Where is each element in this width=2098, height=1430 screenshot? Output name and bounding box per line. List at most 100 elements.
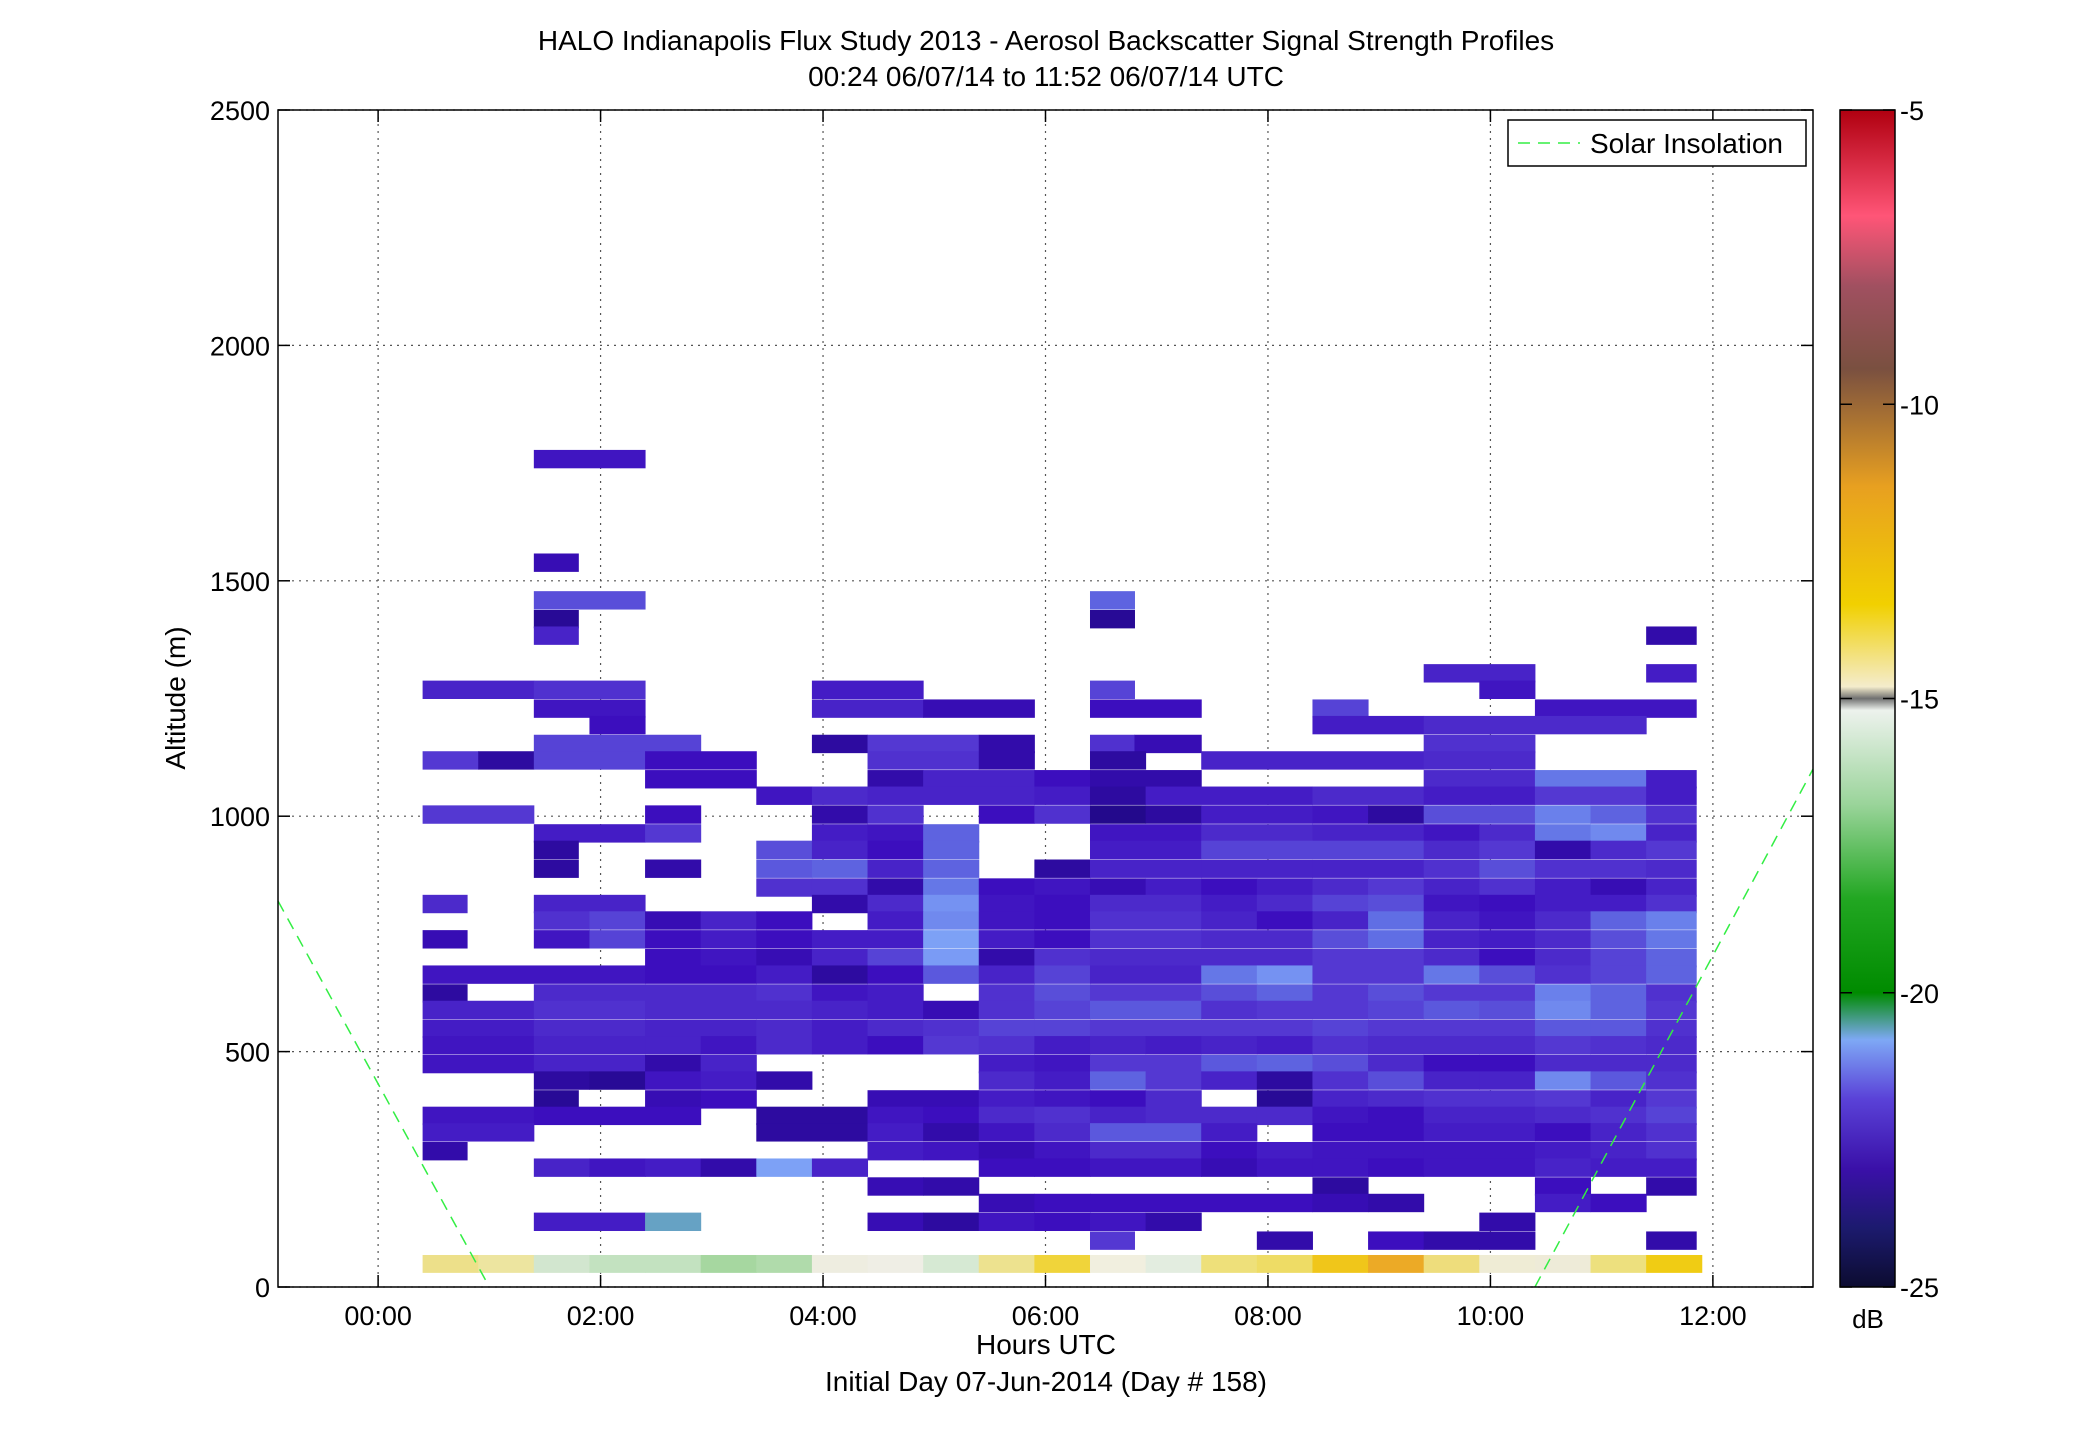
heatmap-cell: [1034, 930, 1091, 949]
heatmap-cell: [645, 1000, 757, 1020]
heatmap-cell: [978, 1000, 1035, 1020]
heatmap-cell: [645, 1212, 702, 1232]
heatmap-cell: [1646, 626, 1697, 645]
heatmap-cell: [1590, 894, 1647, 914]
surface-band-cell: [422, 1254, 479, 1273]
heatmap-cell: [1089, 805, 1147, 824]
heatmap-cell: [1201, 805, 1313, 824]
heatmap-cell: [1534, 1090, 1592, 1109]
heatmap-cell: [1089, 699, 1202, 718]
heatmap-cell: [978, 1019, 1035, 1038]
heatmap-cell: [589, 1158, 646, 1177]
heatmap-cell: [1368, 1036, 1425, 1055]
heatmap-cell: [1089, 770, 1202, 789]
solar-insolation-line: [277, 900, 490, 1288]
heatmap-cell: [923, 1106, 980, 1126]
heatmap-cell: [923, 1141, 980, 1161]
heatmap-cell: [978, 930, 1035, 949]
heatmap-cell: [1534, 948, 1592, 968]
heatmap-cell: [700, 1071, 757, 1090]
heatmap-cell: [1423, 1123, 1536, 1142]
legend-label: Solar Insolation: [1590, 128, 1783, 159]
heatmap-cell: [1201, 894, 1258, 914]
heatmap-cell: [978, 878, 1035, 897]
heatmap-cell: [756, 1071, 813, 1090]
heatmap-cell: [1145, 1054, 1202, 1074]
heatmap-cell: [923, 859, 980, 878]
heatmap-cell: [1590, 1000, 1647, 1020]
heatmap-cell: [533, 1106, 702, 1126]
heatmap-cell: [1312, 911, 1369, 930]
heatmap-cell: [533, 824, 646, 843]
heatmap-cell: [1368, 1193, 1425, 1213]
heatmap-cell: [478, 751, 535, 770]
heatmap-cell: [645, 1036, 702, 1055]
heatmap-cell: [1089, 878, 1147, 897]
heatmap-cell: [1312, 965, 1425, 984]
heatmap-cell: [1534, 840, 1592, 860]
heatmap-cell: [1089, 859, 1202, 878]
heatmap-cell: [1423, 770, 1536, 789]
heatmap-cell: [1368, 805, 1425, 824]
chart-subtitle: 00:24 06/07/14 to 11:52 06/07/14 UTC: [808, 61, 1284, 92]
heatmap-cell: [923, 824, 980, 843]
heatmap-cell: [1534, 1123, 1592, 1142]
surface-band-cell: [700, 1254, 757, 1273]
x-tick-label: 10:00: [1457, 1301, 1525, 1331]
heatmap-cell: [1034, 1106, 1091, 1126]
heatmap-cell: [533, 1212, 646, 1232]
heatmap-cell: [1368, 1158, 1425, 1177]
heatmap-cell: [978, 911, 1035, 930]
heatmap-cell: [1646, 786, 1697, 805]
heatmap-cell: [1479, 1036, 1536, 1055]
heatmap-cell: [756, 1158, 813, 1177]
heatmap-cell: [1423, 786, 1536, 805]
heatmap-cell: [645, 770, 757, 789]
heatmap-cell: [923, 1212, 980, 1232]
heatmap-cell: [1089, 1141, 1202, 1161]
heatmap-cell: [1534, 805, 1592, 824]
heatmap-cell: [645, 859, 702, 878]
heatmap-cell: [1590, 1019, 1647, 1038]
heatmap-cell: [867, 911, 924, 930]
heatmap-cell: [1312, 840, 1425, 860]
heatmap-cell: [1201, 1106, 1258, 1126]
heatmap-cell: [1312, 878, 1369, 897]
heatmap-cell: [978, 1036, 1035, 1055]
x-axis-label: Hours UTC: [976, 1329, 1116, 1360]
heatmap-cell: [1256, 1106, 1313, 1126]
heatmap-cell: [1089, 609, 1135, 629]
heatmap-cell: [978, 1158, 1035, 1177]
heatmap-cell: [1590, 824, 1647, 843]
heatmap-cell: [1590, 1123, 1647, 1142]
heatmap-cell: [1646, 824, 1697, 843]
heatmap-cell: [923, 1000, 980, 1020]
axis-ticks: 00:00 02:00 04:00 06:00 08:00 10:00 12:00 0 500 1…: [210, 96, 1813, 1331]
heatmap-cell: [1312, 1193, 1369, 1213]
heatmap-cell: [1590, 948, 1647, 968]
y-tick-label: 500: [225, 1038, 270, 1068]
heatmap-cell: [1312, 1177, 1369, 1196]
heatmap-cell: [1312, 1019, 1369, 1038]
heatmap-cell: [867, 805, 924, 824]
y-tick-label: 0: [255, 1273, 270, 1303]
heatmap-cell: [422, 965, 646, 984]
heatmap-cell: [422, 751, 479, 770]
heatmap-cell: [1034, 878, 1091, 897]
heatmap-cell: [867, 1000, 924, 1020]
surface-band: [422, 1254, 1703, 1273]
heatmap-cell: [1034, 948, 1091, 968]
heatmap-cell: [1534, 1036, 1592, 1055]
heatmap-cell: [1201, 930, 1313, 949]
colorbar-tick-label: -5: [1900, 96, 1924, 126]
heatmap-cell: [978, 1090, 1035, 1109]
heatmap-cell: [867, 1212, 924, 1232]
heatmap-cell: [1534, 699, 1697, 718]
heatmap-cell: [1089, 680, 1135, 699]
heatmap-cell: [645, 1071, 702, 1090]
heatmap-cell: [533, 894, 646, 914]
heatmap-cell: [1646, 1141, 1697, 1161]
heatmap-cell: [1256, 1036, 1313, 1055]
heatmap-cell: [533, 1036, 646, 1055]
heatmap-cell: [422, 1019, 535, 1038]
